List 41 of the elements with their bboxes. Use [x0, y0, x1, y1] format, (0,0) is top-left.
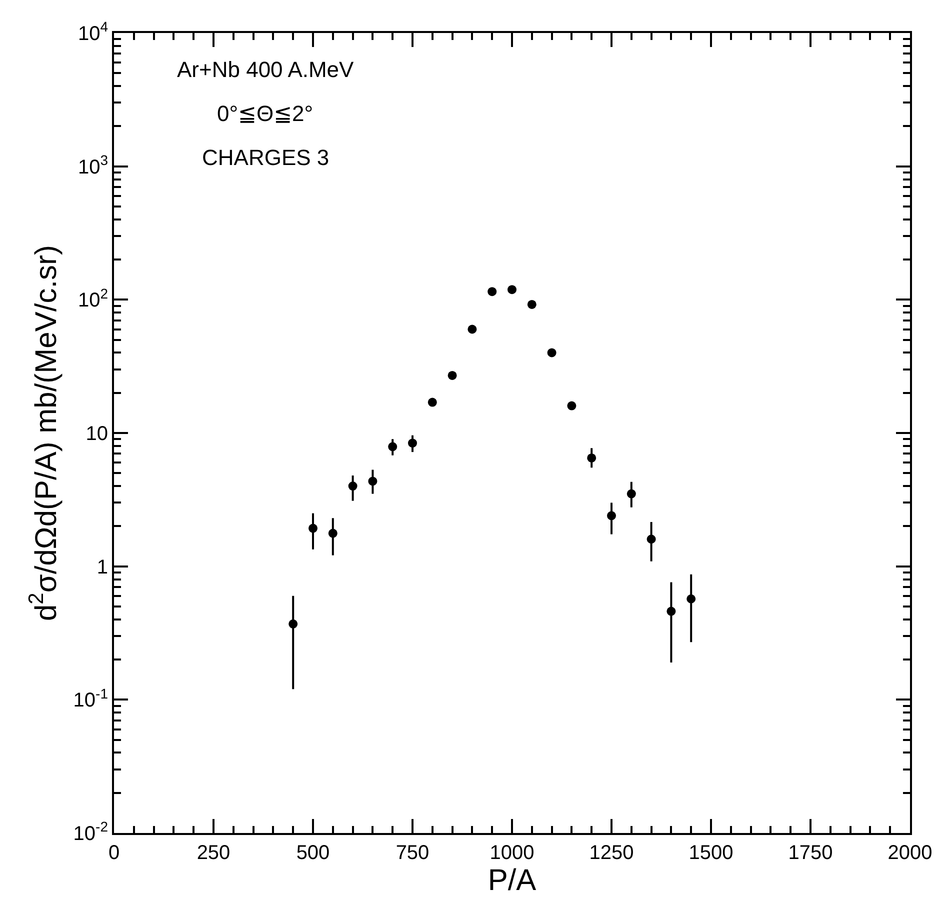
point — [388, 442, 398, 452]
point — [527, 300, 536, 309]
y-tick-label: 10$^{2}$ — [78, 285, 108, 312]
point — [468, 324, 477, 334]
y-tick-label: 10$^{-2}$ — [73, 818, 108, 845]
point — [308, 524, 318, 533]
x-axis-title: P/A — [488, 864, 536, 897]
x-tick-label: 1250 — [589, 842, 634, 864]
point — [408, 438, 417, 448]
annotation: 0°≦Θ≦2° — [217, 101, 314, 126]
point — [607, 511, 616, 520]
y-tick-label: 10$^{3}$ — [78, 152, 108, 178]
point — [547, 348, 556, 358]
point — [508, 285, 516, 294]
x-tick-label: 250 — [196, 842, 230, 864]
point — [626, 489, 636, 498]
x-tick-label: 750 — [396, 842, 430, 864]
x-tick-label: 1000 — [490, 842, 534, 864]
point — [348, 482, 358, 491]
point — [567, 401, 576, 410]
point — [646, 534, 656, 544]
annotation: Ar+Nb 400 A.MeV — [177, 57, 354, 82]
x-tick-label: 1500 — [688, 842, 734, 864]
annotation: CHARGES 3 — [202, 145, 330, 170]
point — [368, 476, 378, 486]
y-tick-label: 1 — [96, 556, 108, 578]
point — [288, 619, 298, 628]
point — [686, 594, 696, 604]
y-tick-label: 10 — [86, 423, 108, 445]
x-tick-label: 1750 — [788, 842, 833, 864]
y-tick-label: 10$^{4}$ — [78, 18, 108, 45]
point — [666, 606, 676, 616]
point — [488, 287, 497, 296]
point — [587, 453, 596, 462]
x-tick-label: 0 — [108, 842, 120, 864]
point — [428, 398, 437, 407]
y-tick-label: 10$^{-1}$ — [73, 685, 108, 712]
x-tick-label: 2000 — [888, 842, 932, 864]
x-tick-label: 500 — [296, 842, 330, 864]
point — [448, 370, 457, 380]
point — [328, 528, 338, 538]
